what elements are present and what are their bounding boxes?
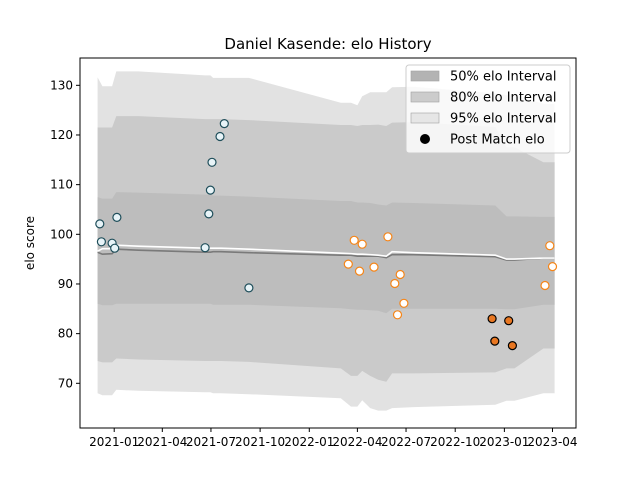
legend-swatch — [410, 91, 440, 103]
y-axis-label: elo score — [23, 216, 37, 270]
elo-lines — [97, 244, 555, 261]
x-tick-label: 2021-07 — [186, 435, 236, 449]
legend-swatch — [410, 112, 440, 124]
x-tick-label: 2022-10 — [430, 435, 480, 449]
legend-swatch — [410, 70, 440, 82]
x-tick-label: 2021-04 — [137, 435, 187, 449]
legend-marker — [420, 134, 430, 144]
elo-point — [205, 185, 215, 195]
elo-point — [349, 235, 359, 245]
elo-point — [487, 314, 497, 324]
y-tick-label: 100 — [50, 227, 73, 241]
elo-point — [110, 243, 120, 253]
elo-point — [207, 157, 217, 167]
elo-point — [507, 341, 518, 351]
y-tick-label: 70 — [58, 376, 73, 390]
elo-point — [200, 243, 210, 253]
x-tick-label: 2021-01 — [89, 435, 139, 449]
y-tick-label: 80 — [58, 327, 73, 341]
elo-point — [204, 209, 214, 219]
elo-point — [369, 262, 379, 272]
y-tick-label: 120 — [50, 128, 73, 142]
legend-label: 80% elo Interval — [450, 91, 557, 106]
elo-point — [215, 131, 225, 142]
legend-box — [405, 64, 571, 154]
plot-frame — [79, 57, 577, 429]
elo-point — [383, 232, 393, 242]
legend-label: 50% elo Interval — [450, 70, 557, 85]
elo-point — [545, 241, 555, 251]
elo-point — [547, 262, 558, 272]
x-tick-label: 2022-01 — [284, 435, 334, 449]
legend-label: 95% elo Interval — [450, 112, 557, 127]
elo-point — [392, 310, 403, 320]
x-tick-label: 2022-07 — [381, 435, 431, 449]
elo-point — [96, 237, 107, 247]
x-tick-label: 2023-01 — [479, 435, 529, 449]
median-elo-line — [97, 248, 555, 261]
elo-point — [354, 266, 365, 276]
elo-point — [395, 269, 405, 280]
elo-point — [112, 212, 122, 222]
x-tick-label: 2022-04 — [332, 435, 382, 449]
y-tick-label: 110 — [50, 178, 73, 192]
match-points — [95, 118, 558, 351]
elo-point — [244, 283, 254, 293]
elo-point — [95, 219, 105, 229]
elo-point — [504, 316, 514, 326]
elo-point — [357, 239, 367, 249]
elo-point — [490, 336, 500, 346]
legend-label: Post Match elo — [450, 133, 545, 148]
legend: 50% elo Interval 80% elo Interval 95% elo … — [405, 64, 571, 154]
y-tick-label: 90 — [58, 277, 73, 291]
elo-point — [343, 259, 353, 269]
y-axis-ticks: 70 80 90 100 110 120 130 — [50, 78, 80, 390]
elo-point — [390, 278, 400, 289]
chart-title: Daniel Kasende: elo History — [224, 35, 431, 53]
x-tick-label: 2021-10 — [235, 435, 285, 449]
mean-elo-line — [97, 244, 555, 260]
elo-point — [399, 298, 409, 308]
elo-point — [540, 280, 550, 291]
elo-point — [219, 118, 229, 129]
y-tick-label: 130 — [50, 78, 73, 92]
x-tick-label: 2023-04 — [527, 435, 577, 449]
interval-bands — [97, 71, 555, 411]
